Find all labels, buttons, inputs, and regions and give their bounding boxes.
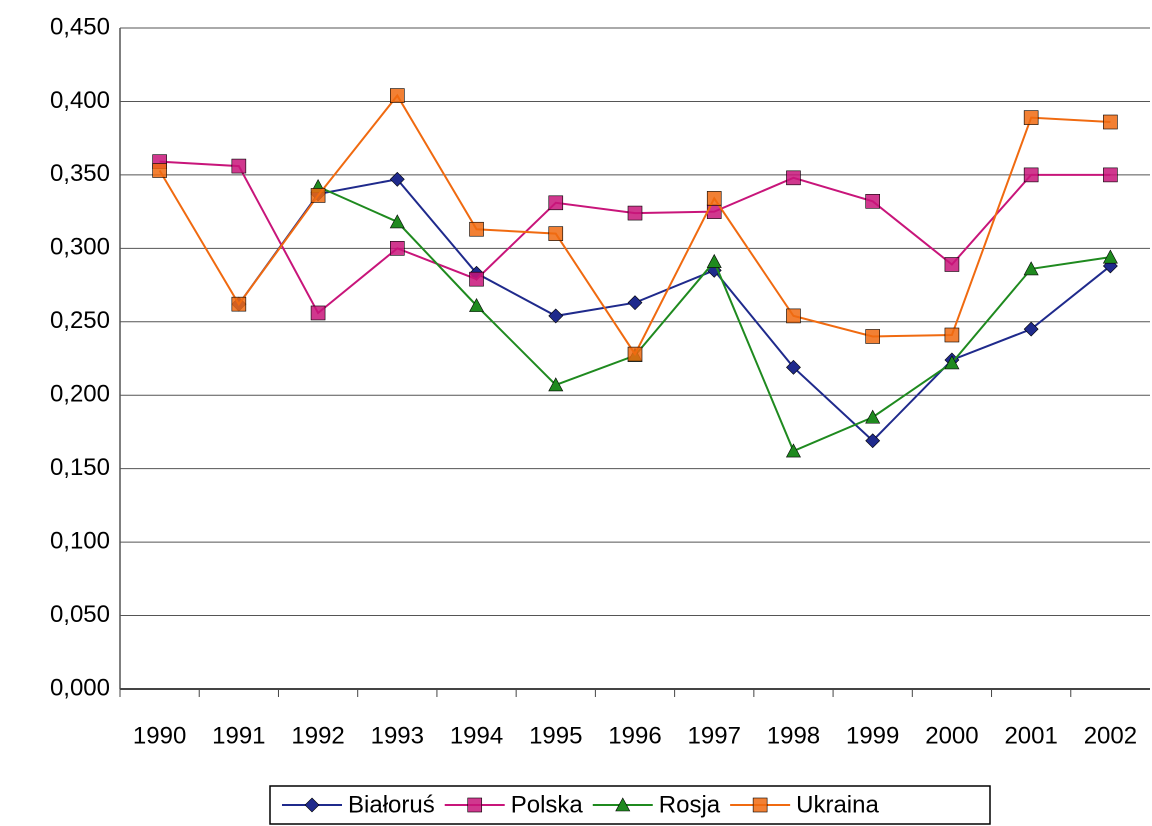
y-tick-label: 0,400 — [50, 87, 110, 114]
marker — [1023, 167, 1039, 183]
marker — [1023, 261, 1039, 276]
x-tick-label: 1999 — [846, 722, 899, 749]
marker — [944, 327, 960, 343]
marker — [627, 295, 643, 311]
marker — [389, 171, 405, 187]
marker — [627, 205, 643, 221]
marker — [548, 195, 564, 211]
marker — [310, 188, 326, 203]
marker — [152, 163, 167, 178]
x-tick-label: 2001 — [1004, 722, 1057, 749]
series-line — [238, 178, 1112, 443]
y-tick-label: 0,350 — [50, 160, 110, 187]
marker — [865, 194, 880, 209]
marker — [469, 271, 484, 287]
x-tick-label: 1992 — [291, 722, 344, 749]
marker — [548, 226, 564, 241]
series-line — [158, 93, 1111, 357]
marker — [469, 297, 485, 312]
x-tick-label: 1997 — [688, 722, 741, 749]
marker — [1023, 321, 1039, 337]
marker — [304, 797, 320, 813]
marker — [615, 797, 631, 812]
marker — [865, 409, 881, 424]
x-tick-label: 1993 — [371, 722, 424, 749]
marker — [469, 221, 484, 237]
x-tick-label: 2002 — [1084, 722, 1137, 749]
marker — [786, 170, 801, 186]
y-tick-label: 0,300 — [50, 234, 110, 261]
marker — [390, 241, 405, 256]
y-tick-label: 0,450 — [50, 13, 110, 40]
x-tick-label: 1998 — [767, 722, 820, 749]
legend: Białoruś Polska Rosja Ukraina — [269, 785, 991, 825]
marker — [785, 443, 801, 458]
legend-label: Polska — [511, 791, 584, 818]
legend-label: Rosja — [659, 791, 721, 818]
marker — [786, 359, 801, 375]
legend-label: Białoruś — [348, 791, 435, 818]
x-tick-label: 1990 — [133, 722, 186, 749]
marker — [706, 191, 722, 206]
y-tick-label: 0,100 — [50, 527, 110, 554]
y-tick-label: 0,150 — [50, 454, 110, 481]
marker — [752, 797, 768, 813]
marker — [310, 305, 326, 321]
marker — [389, 214, 405, 229]
marker — [548, 377, 564, 392]
marker — [1102, 249, 1118, 264]
x-tick-label: 1996 — [608, 722, 661, 749]
x-tick-label: 1991 — [212, 722, 265, 749]
marker — [706, 253, 722, 268]
marker — [627, 346, 643, 362]
marker — [944, 355, 960, 370]
marker — [1103, 114, 1118, 130]
marker — [231, 296, 247, 312]
y-tick-label: 0,000 — [50, 674, 110, 701]
x-tick-label: 1994 — [450, 722, 503, 749]
marker — [548, 308, 564, 324]
marker — [944, 257, 960, 272]
marker — [1103, 167, 1118, 183]
marker — [786, 308, 801, 324]
y-tick-label: 0,050 — [50, 601, 110, 628]
marker — [231, 158, 247, 174]
marker — [1023, 110, 1039, 125]
x-tick-label: 1995 — [529, 722, 582, 749]
x-tick-label: 2000 — [925, 722, 978, 749]
marker — [390, 88, 405, 103]
marker — [467, 797, 483, 813]
legend-label: Ukraina — [796, 791, 879, 818]
marker — [865, 329, 880, 344]
y-tick-label: 0,200 — [50, 381, 110, 408]
y-tick-label: 0,250 — [50, 307, 110, 334]
marker — [865, 433, 881, 449]
